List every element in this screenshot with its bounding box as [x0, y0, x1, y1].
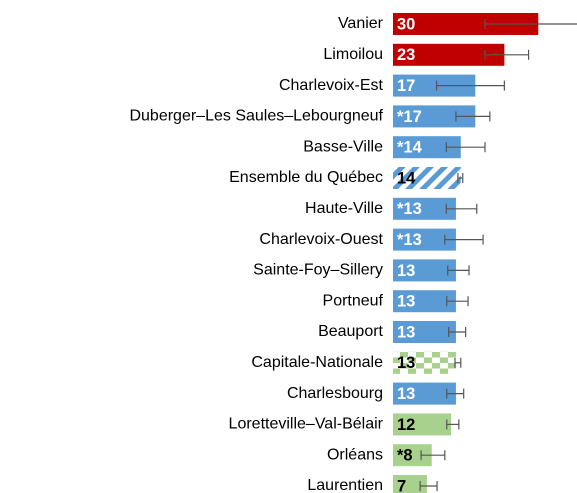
value-label: *13 [397, 231, 422, 249]
category-label: Haute-Ville [305, 200, 383, 217]
category-label: Limoilou [323, 46, 383, 63]
value-label: 14 [397, 169, 416, 187]
value-label: *14 [397, 139, 423, 157]
bar [393, 167, 461, 189]
bar [393, 228, 456, 251]
bar [393, 197, 456, 220]
value-label: 13 [397, 385, 415, 403]
value-label: 23 [397, 46, 415, 64]
category-label: Sainte-Foy–Sillery [253, 262, 383, 279]
bar [393, 413, 452, 436]
category-label: Basse-Ville [303, 138, 383, 155]
bar [393, 444, 432, 467]
category-label: Charlesbourg [287, 385, 383, 402]
value-label: *13 [397, 200, 422, 218]
value-label: 13 [397, 323, 415, 341]
bar [393, 13, 539, 35]
value-label: 12 [397, 416, 415, 434]
category-label: Capitale-Nationale [251, 354, 383, 371]
bar [393, 290, 456, 313]
value-label: 17 [397, 77, 415, 95]
category-label: Portneuf [323, 292, 384, 309]
value-label: *17 [397, 108, 422, 126]
bar [393, 351, 456, 374]
value-label: 7 [397, 477, 406, 493]
value-label: 13 [397, 293, 415, 311]
category-label: Ensemble du Québec [229, 169, 383, 186]
category-label: Charlevoix-Ouest [259, 231, 383, 248]
bar [393, 259, 456, 282]
bar [393, 321, 456, 343]
bar [393, 74, 476, 97]
bar [393, 475, 427, 493]
value-label: 13 [397, 262, 415, 280]
category-label: Duberger–Les Saules–Lebourgneuf [129, 108, 383, 125]
bar [393, 382, 456, 405]
bar [393, 105, 476, 128]
value-label: *8 [397, 447, 413, 465]
category-label: Laurentien [307, 477, 383, 493]
category-label: Loretteville–Val-Bélair [229, 416, 384, 433]
category-label: Orléans [327, 446, 383, 463]
category-label: Beauport [318, 323, 383, 340]
category-label: Charlevoix-Est [279, 77, 384, 94]
value-label: 13 [397, 354, 415, 372]
bar [393, 136, 461, 159]
value-label: 30 [397, 15, 415, 33]
category-label: Vanier [338, 15, 384, 32]
bar [393, 43, 505, 66]
